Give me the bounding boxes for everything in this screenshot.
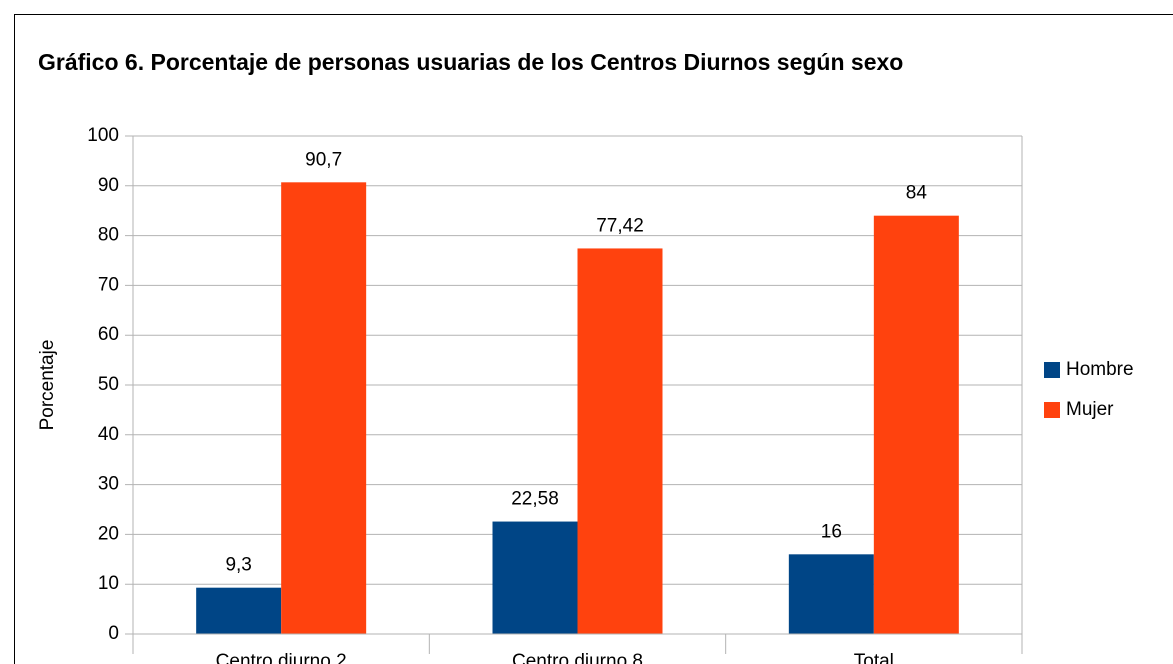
bar [577,248,663,634]
bar [492,521,578,634]
data-label: 9,3 [225,555,251,576]
x-tick-label: Centro diurno 8 [512,651,643,664]
y-tick-label: 0 [108,623,119,644]
y-axis-label: Porcentaje [37,340,58,431]
x-tick-label: Centro diurno 2 [216,651,347,664]
y-tick-label: 50 [98,374,119,395]
data-label: 90,7 [305,149,342,170]
y-tick-label: 80 [98,225,119,246]
legend-swatch [1044,362,1060,378]
y-tick-label: 70 [98,274,119,295]
legend-swatch [1044,402,1060,418]
bar [281,182,367,634]
y-tick-label: 40 [98,424,119,445]
data-label: 16 [821,521,842,542]
data-label: 77,42 [596,215,644,236]
y-tick-label: 60 [98,324,119,345]
data-label: 84 [906,183,928,204]
bar [196,587,282,634]
x-tick-label: Total [854,651,894,664]
y-tick-label: 30 [98,474,119,495]
y-tick-label: 90 [98,175,119,196]
bar [788,554,874,634]
y-tick-label: 10 [98,573,119,594]
data-label: 22,58 [511,489,559,510]
legend-label: Hombre [1066,359,1134,380]
y-tick-label: 20 [98,523,119,544]
legend-label: Mujer [1066,399,1114,420]
bar [873,215,959,634]
y-tick-label: 100 [87,125,119,146]
chart-title: Gráfico 6. Porcentaje de personas usuari… [38,49,903,75]
